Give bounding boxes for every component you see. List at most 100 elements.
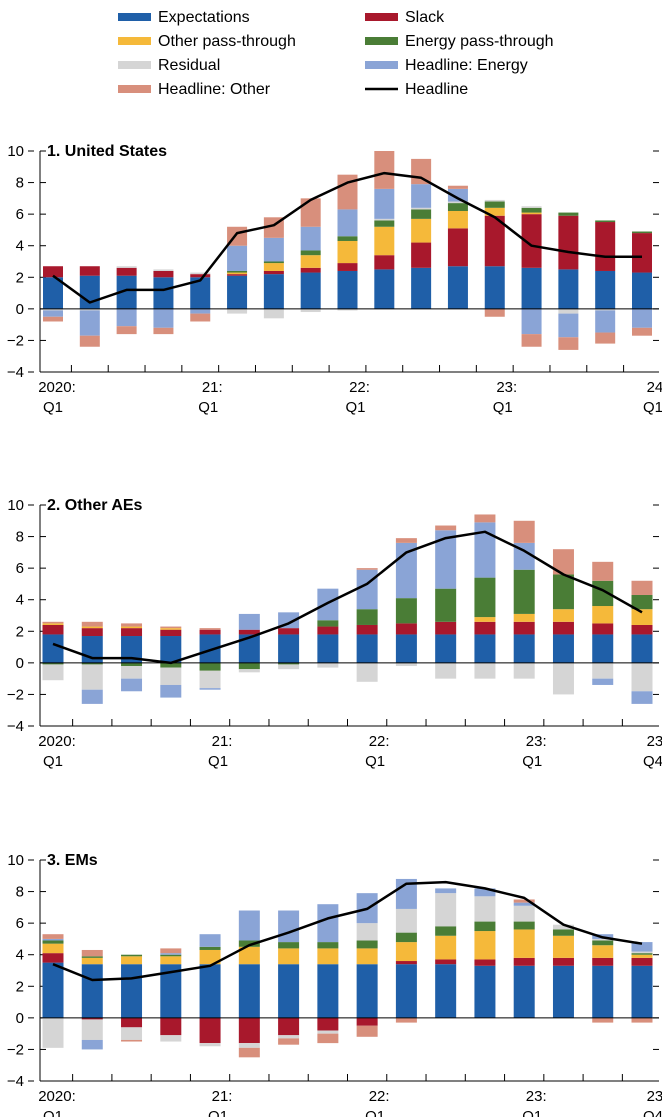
bar-expectations <box>42 634 64 663</box>
bar-energy_pass <box>395 932 417 943</box>
bar-slack <box>592 623 614 635</box>
bar-slack <box>42 953 64 963</box>
bar-expectations <box>116 275 137 309</box>
bar-headline_energy <box>474 888 496 897</box>
bar-slack <box>484 215 505 267</box>
bar-headline_other <box>356 1025 378 1037</box>
bar-headline_energy <box>317 588 339 621</box>
bar-slack <box>79 266 100 276</box>
bar-residual <box>595 308 616 311</box>
bar-energy_pass <box>595 220 616 223</box>
bar-expectations <box>374 269 395 309</box>
legend-item-residual: Residual <box>118 57 220 74</box>
bar-expectations <box>42 962 64 1018</box>
bar-energy_pass <box>300 250 321 256</box>
bar-headline_energy <box>631 691 653 704</box>
bar-energy_pass <box>631 594 653 610</box>
bar-residual <box>42 664 64 681</box>
x-tick-label: 24: <box>647 379 662 396</box>
bar-other_pass <box>521 212 542 215</box>
bar-residual <box>121 666 143 679</box>
bar-headline_other <box>160 948 182 954</box>
bar-headline_other <box>592 1017 614 1023</box>
y-tick-label: 0 <box>16 655 24 672</box>
bar-energy_pass <box>42 940 64 944</box>
x-tick-label: Q1 <box>365 1108 385 1117</box>
bar-residual <box>558 308 579 314</box>
bar-energy_pass <box>160 954 182 957</box>
bar-expectations <box>592 634 614 663</box>
bar-slack <box>356 1017 378 1026</box>
bar-expectations <box>190 277 211 309</box>
x-tick-label: 2020: <box>38 733 76 750</box>
bar-energy_pass <box>521 207 542 213</box>
bar-other_pass <box>484 207 505 216</box>
legend-swatch <box>365 13 398 21</box>
x-tick-label: 2020: <box>38 379 76 396</box>
x-tick-label: 22: <box>349 379 370 396</box>
bar-residual <box>317 662 339 668</box>
y-tick-label: 4 <box>16 238 24 255</box>
bar-energy_pass <box>278 662 300 665</box>
x-tick-label: Q1 <box>198 399 218 416</box>
bar-residual <box>435 893 457 927</box>
bars <box>42 514 653 704</box>
legend-swatch <box>118 85 151 93</box>
bar-slack <box>43 266 63 278</box>
bar-slack <box>190 274 211 278</box>
bar-energy_pass <box>317 942 339 949</box>
bar-residual <box>278 1035 300 1039</box>
bar-expectations <box>300 272 321 309</box>
bar-other_pass <box>81 626 103 629</box>
legend-label: Headline: Energy <box>405 57 528 74</box>
bar-slack <box>356 624 378 635</box>
bar-residual <box>263 308 284 319</box>
bar-energy_pass <box>199 662 221 671</box>
headline-line <box>52 530 643 665</box>
bar-other_pass <box>160 628 182 630</box>
bar-energy_pass <box>632 231 652 234</box>
y-tick-label: 6 <box>16 560 24 577</box>
x-axis: 2020: Q1 21: Q1 22: Q1 23: Q1 23: Q4 <box>38 1074 662 1117</box>
bar-expectations <box>484 266 505 309</box>
bar-expectations <box>337 270 358 309</box>
bar-residual <box>81 664 103 690</box>
legend-label: Expectations <box>158 9 250 26</box>
bar-other_pass <box>631 609 653 625</box>
bar-expectations <box>395 634 417 663</box>
bar-other_pass <box>81 957 103 965</box>
bar-residual <box>552 924 574 930</box>
bar-residual <box>199 670 221 689</box>
bar-headline_other <box>337 174 358 210</box>
x-tick-label: 21: <box>212 733 233 750</box>
bar-energy_pass <box>160 662 182 668</box>
bar-slack <box>199 629 221 635</box>
bar-residual <box>278 664 300 670</box>
bar-expectations <box>558 269 579 309</box>
bar-residual <box>631 662 653 692</box>
bar-residual <box>513 905 535 922</box>
bar-energy_pass <box>513 921 535 930</box>
bar-headline_energy <box>43 310 63 317</box>
bar-residual <box>552 662 574 695</box>
bar-other_pass <box>42 623 64 625</box>
bar-slack <box>592 957 614 966</box>
x-tick-label: 23: <box>496 379 517 396</box>
bar-slack <box>116 267 137 276</box>
y-tick-label: 0 <box>16 1010 24 1027</box>
legend-item-headline: Headline <box>365 81 468 98</box>
bar-slack <box>121 1017 143 1028</box>
bar-expectations <box>631 965 653 1018</box>
bar-other_pass <box>411 218 432 243</box>
y-tick-label: 10 <box>7 497 24 514</box>
bar-other_pass <box>474 617 496 622</box>
bar-slack <box>374 255 395 270</box>
x-tick-label: Q1 <box>365 753 385 770</box>
bar-residual <box>42 1017 64 1048</box>
bar-energy_pass <box>374 220 395 227</box>
bar-slack <box>238 1017 260 1044</box>
bar-headline_other <box>631 580 653 595</box>
panel-title: 3. EMs <box>47 852 98 869</box>
headline-line <box>52 880 643 982</box>
bar-other_pass <box>199 949 221 965</box>
